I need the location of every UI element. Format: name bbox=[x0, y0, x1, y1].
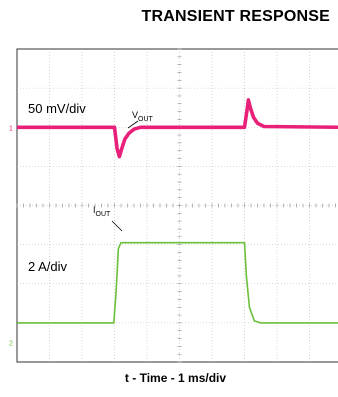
iout-label-leader bbox=[111, 220, 123, 232]
iout-trace bbox=[17, 241, 338, 324]
plot-traces bbox=[17, 98, 338, 324]
channel-marker-1: 1 bbox=[9, 125, 13, 132]
iout-trace-label: IOUT bbox=[93, 205, 111, 218]
iout-label-main: I bbox=[93, 205, 96, 215]
iout-label-sub: OUT bbox=[96, 211, 112, 218]
vout-label-leader bbox=[127, 120, 139, 129]
iout-scale-label: 2 A/div bbox=[28, 259, 68, 274]
vout-trace bbox=[17, 98, 338, 159]
chart-title: TRANSIENT RESPONSE bbox=[141, 8, 330, 25]
vout-label-main: V bbox=[132, 110, 138, 120]
x-axis-label: t - Time - 1 ms/div bbox=[124, 371, 227, 385]
vout-label-sub: OUT bbox=[138, 116, 154, 123]
channel-markers: 12 bbox=[9, 125, 13, 347]
vout-scale-label: 50 mV/div bbox=[28, 101, 86, 116]
vout-trace-label: VOUT bbox=[132, 110, 154, 123]
channel-marker-2: 2 bbox=[9, 340, 13, 347]
